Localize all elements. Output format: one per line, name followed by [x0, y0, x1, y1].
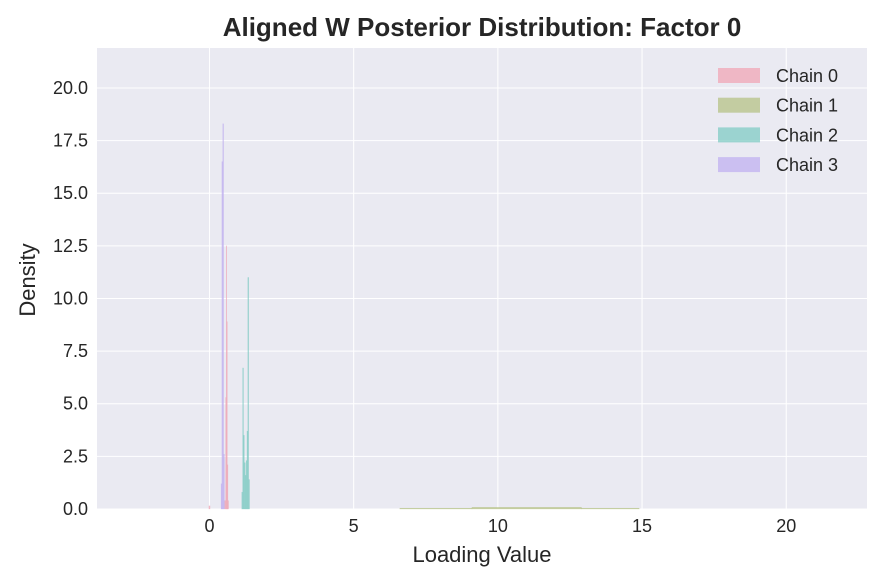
y-tick-label: 12.5 [53, 236, 88, 256]
x-ticks: 0 5 10 15 20 [204, 516, 796, 536]
histogram-bars [208, 123, 640, 510]
y-tick-label: 10.0 [53, 288, 88, 308]
y-tick-label: 17.5 [53, 131, 88, 151]
histogram-bar [247, 277, 249, 510]
y-tick-label: 5.0 [63, 394, 88, 414]
x-tick-label: 15 [632, 516, 652, 536]
histogram-bar [226, 321, 228, 510]
x-tick-label: 5 [349, 516, 359, 536]
chart-title: Aligned W Posterior Distribution: Factor… [223, 12, 742, 42]
legend-label: Chain 1 [776, 96, 838, 116]
legend: Chain 0 Chain 1 Chain 2 Chain 3 [718, 66, 838, 175]
histogram-bar [248, 479, 250, 510]
histogram-bar [581, 507, 640, 510]
y-tick-label: 7.5 [63, 341, 88, 361]
histogram-bar [399, 507, 473, 510]
y-tick-label: 0.0 [63, 499, 88, 519]
x-tick-label: 20 [776, 516, 796, 536]
x-tick-label: 10 [488, 516, 508, 536]
legend-swatch [718, 68, 760, 83]
histogram-bar [471, 507, 582, 510]
histogram-bar [223, 454, 225, 510]
legend-swatch [718, 127, 760, 143]
legend-swatch [718, 97, 760, 113]
histogram-bar [208, 505, 211, 510]
y-tick-label: 20.0 [53, 78, 88, 98]
y-tick-label: 2.5 [63, 446, 88, 466]
series-2-bars [241, 277, 250, 510]
series-3-bars [220, 123, 225, 510]
x-tick-label: 0 [204, 516, 214, 536]
histogram-bar [227, 464, 229, 510]
y-axis-label: Density [15, 243, 40, 316]
series-1-bars [399, 507, 640, 510]
legend-label: Chain 3 [776, 155, 838, 175]
legend-label: Chain 0 [776, 66, 838, 86]
histogram-bar [227, 500, 229, 510]
plot-background [97, 48, 867, 509]
y-tick-label: 15.0 [53, 183, 88, 203]
legend-swatch [718, 157, 760, 173]
legend-label: Chain 2 [776, 125, 838, 145]
series-0-bars [208, 245, 229, 510]
y-ticks: 0.0 2.5 5.0 7.5 10.0 12.5 15.0 17.5 20.0 [53, 78, 88, 519]
x-axis-label: Loading Value [412, 542, 551, 567]
histogram-bar [222, 123, 224, 510]
